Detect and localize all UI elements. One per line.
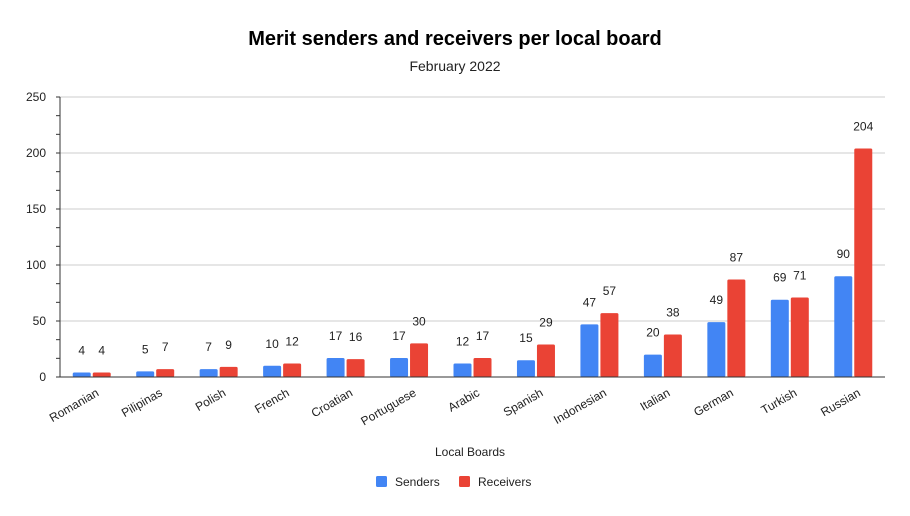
y-tick-label: 200 <box>26 146 46 160</box>
receivers-data-label: 38 <box>666 305 680 319</box>
legend-swatch-senders <box>376 476 387 487</box>
senders-bar <box>770 299 789 377</box>
senders-bar <box>199 369 218 377</box>
legend: Senders Receivers <box>376 475 531 489</box>
senders-data-label: 5 <box>142 342 149 356</box>
y-tick-label: 150 <box>26 202 46 216</box>
receivers-data-label: 29 <box>539 316 553 330</box>
receivers-bar <box>663 334 682 377</box>
legend-label-senders: Senders <box>395 475 440 489</box>
receivers-data-label: 12 <box>285 335 299 349</box>
senders-bar <box>643 354 662 377</box>
senders-bar <box>516 360 535 377</box>
receivers-data-label: 9 <box>225 338 232 352</box>
receivers-bar <box>410 343 429 377</box>
senders-data-label: 4 <box>78 344 85 358</box>
receivers-data-label: 4 <box>98 344 105 358</box>
senders-data-label: 47 <box>583 295 597 309</box>
receivers-data-label: 16 <box>349 330 363 344</box>
y-tick-label: 0 <box>39 370 46 384</box>
chart-subtitle: February 2022 <box>409 58 500 74</box>
receivers-bar <box>283 363 302 377</box>
receivers-bar <box>473 357 492 377</box>
receivers-bar <box>790 297 809 377</box>
receivers-data-label: 17 <box>476 329 490 343</box>
senders-bar <box>72 372 91 377</box>
senders-data-label: 69 <box>773 271 787 285</box>
senders-data-label: 10 <box>265 337 279 351</box>
receivers-data-label: 71 <box>793 268 807 282</box>
receivers-data-label: 204 <box>853 120 873 134</box>
chart-title: Merit senders and receivers per local bo… <box>248 28 662 50</box>
senders-data-label: 7 <box>205 340 212 354</box>
legend-swatch-receivers <box>459 476 470 487</box>
receivers-bar <box>600 313 619 377</box>
y-tick-label: 250 <box>26 90 46 104</box>
gridlines <box>60 96 885 322</box>
receivers-bar <box>92 372 111 377</box>
senders-bar <box>263 365 282 377</box>
receivers-bar <box>536 344 555 377</box>
senders-data-label: 90 <box>837 247 851 261</box>
receivers-data-label: 87 <box>730 251 744 265</box>
bars <box>72 148 873 377</box>
senders-data-label: 15 <box>519 331 533 345</box>
receivers-data-label: 7 <box>162 340 169 354</box>
receivers-bar <box>219 366 238 377</box>
y-tick-label: 50 <box>33 314 47 328</box>
receivers-data-label: 30 <box>412 314 426 328</box>
y-axis: 0 50 100 150 200 250 <box>26 90 61 384</box>
senders-bar <box>390 357 409 377</box>
receivers-bar <box>346 359 365 377</box>
x-axis-title: Local Boards <box>435 445 505 459</box>
senders-data-label: 17 <box>329 329 343 343</box>
senders-data-label: 20 <box>646 326 660 340</box>
senders-bar <box>580 324 599 377</box>
senders-data-label: 49 <box>710 293 724 307</box>
receivers-bar <box>727 279 746 377</box>
senders-bar <box>707 322 726 377</box>
legend-label-receivers: Receivers <box>478 475 531 489</box>
senders-bar <box>136 371 155 377</box>
receivers-data-label: 57 <box>603 284 617 298</box>
y-tick-label: 100 <box>26 258 46 272</box>
senders-bar <box>326 357 345 377</box>
senders-bar <box>453 363 472 377</box>
receivers-bar <box>156 369 175 377</box>
senders-data-label: 17 <box>392 329 406 343</box>
receivers-bar <box>854 148 873 377</box>
senders-data-label: 12 <box>456 335 470 349</box>
senders-bar <box>834 276 853 377</box>
